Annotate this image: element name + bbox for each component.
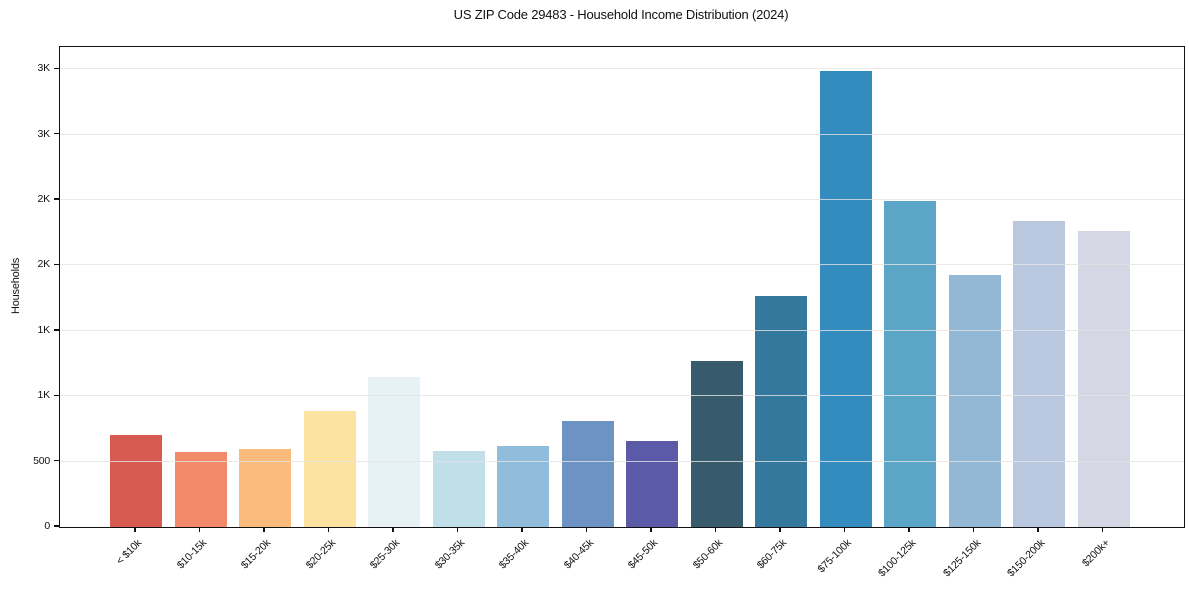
y-tick-mark bbox=[53, 329, 59, 331]
y-tick-label: 3K bbox=[37, 127, 51, 140]
gridline bbox=[60, 395, 1184, 397]
bar-25-30k bbox=[368, 377, 420, 527]
x-tick-mark bbox=[327, 527, 330, 532]
x-tick-label: $50-60k bbox=[690, 537, 725, 572]
x-tick-label: $200k+ bbox=[1079, 537, 1112, 570]
bar-45-50k bbox=[626, 441, 678, 527]
y-tick-mark bbox=[53, 132, 59, 135]
bar-30-35k bbox=[432, 450, 485, 527]
x-tick-mark bbox=[198, 527, 201, 532]
x-tick-mark bbox=[1101, 527, 1104, 532]
x-tick-label: $25-30k bbox=[368, 537, 403, 572]
x-tick-label: $150-200k bbox=[1005, 537, 1048, 580]
x-tick-label: $15-20k bbox=[239, 537, 274, 572]
bar-10-15k bbox=[174, 451, 227, 527]
y-tick-mark bbox=[53, 525, 59, 527]
y-tick-mark bbox=[53, 67, 59, 69]
x-tick-mark bbox=[1037, 527, 1039, 532]
y-tick-mark bbox=[53, 198, 59, 200]
x-tick-mark bbox=[521, 527, 523, 532]
y-tick-label: 1K bbox=[37, 389, 51, 402]
y-tick-mark bbox=[53, 263, 59, 266]
bar-60-75k bbox=[755, 296, 807, 527]
x-tick-label: $10-15k bbox=[174, 537, 209, 572]
y-tick-label: 0 bbox=[44, 520, 50, 532]
gridline bbox=[60, 68, 1184, 70]
bar-200k bbox=[1077, 231, 1130, 527]
x-tick-mark bbox=[908, 527, 910, 532]
gridline bbox=[60, 133, 1184, 135]
gridline bbox=[60, 460, 1184, 462]
bar-10k bbox=[110, 435, 162, 527]
x-tick-label: $60-75k bbox=[755, 537, 790, 572]
bar-35-40k bbox=[497, 445, 549, 527]
x-tick-mark bbox=[779, 527, 781, 532]
x-tick-mark bbox=[134, 527, 136, 532]
bar-20-25k bbox=[303, 411, 356, 527]
bar-50-60k bbox=[690, 360, 743, 527]
x-tick-mark bbox=[843, 527, 846, 532]
x-tick-mark bbox=[972, 527, 975, 532]
chart-title: US ZIP Code 29483 - Household Income Dis… bbox=[453, 7, 789, 22]
x-tick-label: $20-25k bbox=[303, 537, 338, 572]
x-tick-mark bbox=[714, 527, 717, 532]
bar-150-200k bbox=[1013, 221, 1065, 527]
x-tick-label: $45-50k bbox=[626, 537, 661, 572]
y-tick-mark bbox=[53, 394, 59, 396]
bar-100-125k bbox=[884, 201, 936, 527]
x-tick-label: $100-125k bbox=[876, 537, 919, 580]
x-tick-label: $125-150k bbox=[940, 537, 983, 580]
gridline bbox=[60, 199, 1184, 201]
gridline bbox=[60, 329, 1184, 331]
y-tick-mark bbox=[53, 459, 59, 462]
x-tick-label: $40-45k bbox=[561, 537, 596, 572]
y-tick-label: 2K bbox=[37, 258, 51, 271]
x-tick-label: < $10k bbox=[114, 537, 145, 568]
y-tick-label: 500 bbox=[33, 454, 50, 467]
y-tick-label: 2K bbox=[37, 193, 51, 206]
x-tick-mark bbox=[650, 527, 652, 532]
x-tick-mark bbox=[392, 527, 394, 532]
bar-40-45k bbox=[561, 421, 614, 527]
bar-125-150k bbox=[948, 274, 1001, 527]
gridline bbox=[60, 264, 1184, 266]
x-tick-mark bbox=[263, 527, 265, 532]
bar-75-100k bbox=[819, 70, 872, 527]
x-tick-label: $30-35k bbox=[432, 537, 467, 572]
x-tick-mark bbox=[456, 527, 459, 532]
x-tick-label: $75-100k bbox=[815, 537, 854, 576]
x-tick-label: $35-40k bbox=[497, 537, 532, 572]
plot-area bbox=[59, 46, 1185, 528]
y-tick-label: 1K bbox=[37, 323, 51, 336]
x-tick-mark bbox=[585, 527, 588, 532]
y-tick-label: 3K bbox=[37, 62, 51, 75]
